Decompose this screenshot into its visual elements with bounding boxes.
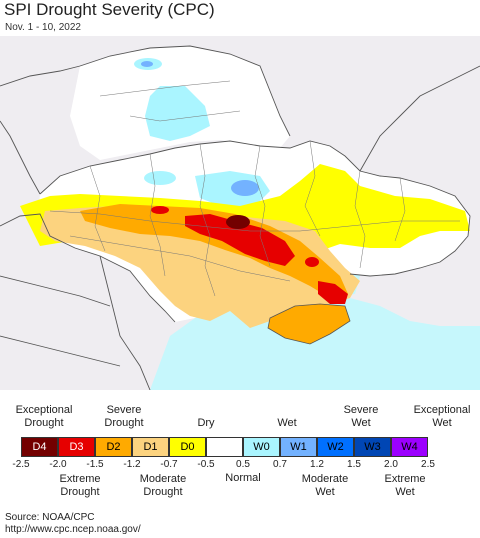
- legend-tick: -0.5: [197, 459, 215, 470]
- map-title: SPI Drought Severity (CPC): [4, 0, 215, 19]
- d3-west: [151, 206, 169, 214]
- drought-map: [0, 36, 480, 390]
- legend-label-severe-drought: Severe Drought: [104, 404, 144, 429]
- legend-tick: 0.7: [273, 459, 287, 470]
- source-line: Source: NOAA/CPC: [5, 512, 95, 523]
- legend-tick: 2.5: [421, 459, 435, 470]
- legend-label-exceptional-drought: Exceptional Drought: [15, 404, 73, 429]
- legend-tick: 1.2: [310, 459, 324, 470]
- legend-box-w1: W1: [280, 437, 317, 457]
- d4-core: [226, 215, 250, 229]
- wet-patch-mid: [144, 171, 176, 185]
- d3-south: [318, 281, 348, 304]
- legend-label-normal: Normal: [225, 472, 261, 484]
- d2-band: [80, 204, 348, 298]
- map-subtitle: Nov. 1 - 10, 2022: [5, 22, 81, 33]
- legend-box-w4: W4: [391, 437, 428, 457]
- legend-box-normal: [206, 437, 243, 457]
- legend-tick: -0.7: [160, 459, 178, 470]
- legend-box-d0: D0: [169, 437, 206, 457]
- legend-tick: -1.5: [86, 459, 104, 470]
- region-borders: [49, 80, 460, 297]
- legend-box-d1: D1: [132, 437, 169, 457]
- legend-label-moderate-wet: Moderate Wet: [301, 473, 349, 498]
- legend-label-extreme-wet: Extreme Wet: [384, 473, 426, 498]
- legend-box-d4: D4: [21, 437, 58, 457]
- legend-label-exceptional-wet: Exceptional Wet: [413, 404, 471, 429]
- wet-patch-central: [145, 86, 210, 141]
- legend-label-extreme-drought: Extreme Drought: [59, 473, 101, 498]
- legend-box-w0: W0: [243, 437, 280, 457]
- d3-spot: [305, 257, 319, 267]
- legend-tick: -1.2: [123, 459, 141, 470]
- legend-tick: 0.5: [236, 459, 250, 470]
- source-url[interactable]: http://www.cpc.ncep.noaa.gov/: [5, 524, 141, 535]
- legend-box-w2: W2: [317, 437, 354, 457]
- legend-tick: -2.5: [12, 459, 30, 470]
- legend-tick: 1.5: [347, 459, 361, 470]
- legend-box-w3: W3: [354, 437, 391, 457]
- wet-patch-north-w1: [141, 61, 153, 67]
- legend-box-d3: D3: [58, 437, 95, 457]
- crimea-outline: [267, 303, 351, 345]
- wet-patch-east-w1: [231, 180, 259, 196]
- legend-label-wet: Wet: [277, 417, 297, 429]
- legend-label-severe-wet: Severe Wet: [343, 404, 379, 429]
- legend-tick: 2.0: [384, 459, 398, 470]
- black-sea: [150, 296, 480, 390]
- legend-label-dry: Dry: [197, 417, 215, 429]
- legend-tick: -2.0: [49, 459, 67, 470]
- country-borders: [0, 45, 480, 390]
- legend-label-moderate-drought: Moderate Drought: [139, 473, 187, 498]
- legend-box-d2: D2: [95, 437, 132, 457]
